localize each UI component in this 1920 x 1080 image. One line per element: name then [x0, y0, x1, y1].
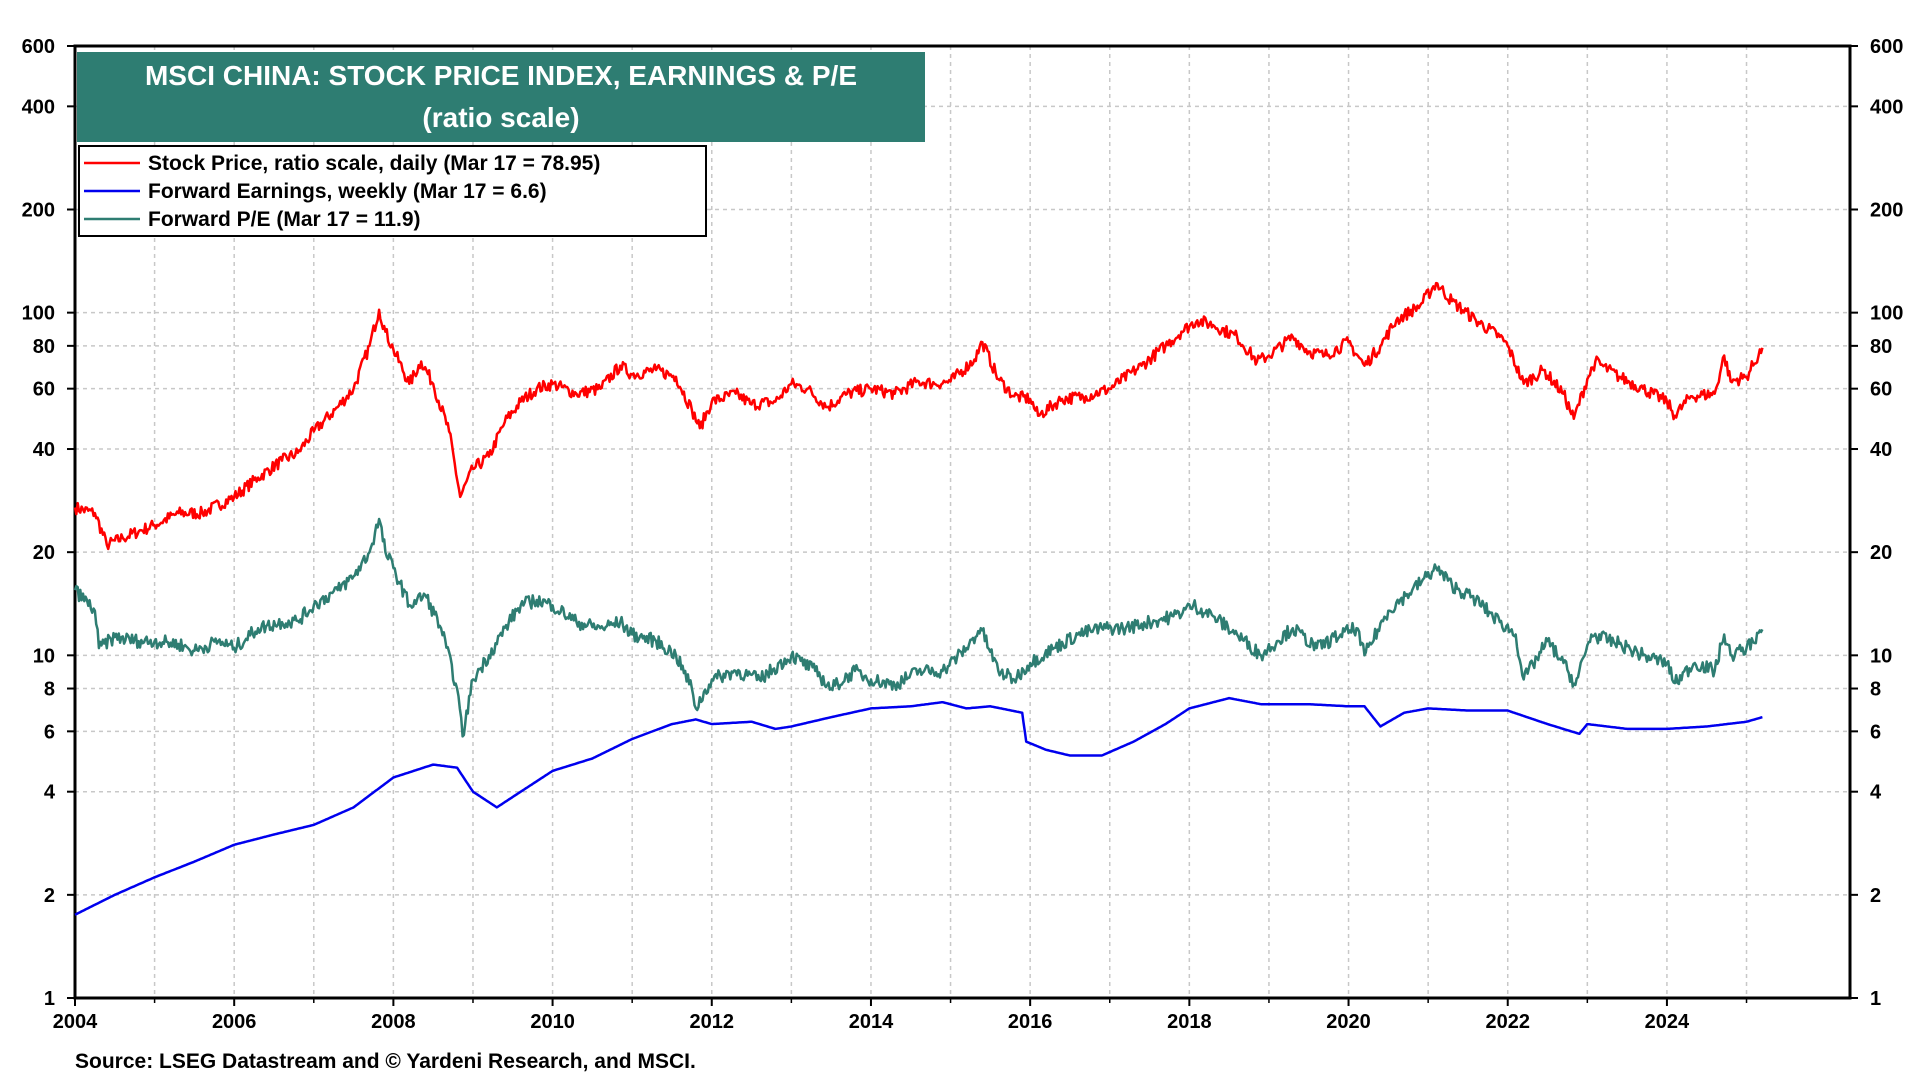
y-tick-label-right: 80	[1870, 336, 1892, 358]
y-tick-label-right: 8	[1870, 679, 1881, 701]
y-tick-label-right: 600	[1870, 36, 1903, 58]
legend-label-stock-price: Stock Price, ratio scale, daily (Mar 17 …	[148, 152, 600, 175]
y-tick-label-left: 4	[44, 782, 56, 804]
x-tick-label: 2010	[530, 1011, 575, 1033]
y-tick-label-right: 4	[1870, 782, 1882, 804]
series-line-forward-earnings	[74, 696, 1763, 916]
x-tick-label: 2020	[1326, 1011, 1371, 1033]
series-lines	[73, 281, 1764, 916]
plot-frame	[73, 44, 1852, 1000]
title-box: MSCI CHINA: STOCK PRICE INDEX, EARNINGS …	[77, 52, 925, 142]
y-tick-label-left: 60	[33, 379, 55, 401]
legend-box	[78, 145, 707, 237]
y-tick-label-right: 100	[1870, 303, 1903, 325]
y-tick-label-left: 100	[22, 303, 55, 325]
y-tick-label-right: 60	[1870, 379, 1892, 401]
y-tick-label-right: 1	[1870, 988, 1881, 1010]
y-tick-label-right: 20	[1870, 542, 1892, 564]
series-line-forward-pe	[73, 517, 1764, 738]
y-tick-label-left: 80	[33, 336, 55, 358]
title-line-2: (ratio scale)	[422, 102, 579, 133]
x-tick-label: 2006	[212, 1011, 257, 1033]
y-tick-label-right: 10	[1870, 645, 1892, 667]
series-line-stock-price	[73, 281, 1764, 551]
y-tick-label-right: 6	[1870, 721, 1881, 743]
y-tick-label-left: 10	[33, 645, 55, 667]
legend-label-forward-earnings: Forward Earnings, weekly (Mar 17 = 6.6)	[148, 180, 547, 203]
y-tick-label-left: 2	[44, 885, 55, 907]
axis-ticks: 2004 2006 2008 2010 2012 2014 2016 2018 2020 2022…	[22, 36, 1904, 1033]
grid	[75, 46, 1850, 998]
y-tick-label-right: 200	[1870, 199, 1903, 221]
y-tick-label-left: 6	[44, 721, 55, 743]
x-tick-label: 2018	[1167, 1011, 1212, 1033]
y-tick-label-left: 600	[22, 36, 55, 58]
x-tick-label: 2004	[53, 1011, 98, 1033]
source-note: Source: LSEG Datastream and © Yardeni Re…	[75, 1050, 696, 1073]
x-tick-label: 2022	[1485, 1011, 1530, 1033]
y-tick-label-left: 8	[44, 679, 55, 701]
y-tick-label-right: 400	[1870, 96, 1903, 118]
y-tick-label-left: 1	[44, 988, 55, 1010]
y-tick-label-left: 200	[22, 199, 55, 221]
y-tick-label-right: 2	[1870, 885, 1881, 907]
x-tick-label: 2014	[849, 1011, 894, 1033]
x-tick-label: 2024	[1645, 1011, 1690, 1033]
y-tick-label-left: 40	[33, 439, 55, 461]
legend: Stock Price, ratio scale, daily (Mar 17 …	[78, 145, 707, 237]
x-tick-label: 2012	[690, 1011, 735, 1033]
y-tick-label-left: 20	[33, 542, 55, 564]
title-background	[77, 52, 925, 142]
y-tick-label-left: 400	[22, 96, 55, 118]
x-tick-label: 2008	[371, 1011, 416, 1033]
title-line-1: MSCI CHINA: STOCK PRICE INDEX, EARNINGS …	[145, 60, 857, 91]
legend-label-forward-pe: Forward P/E (Mar 17 = 11.9)	[148, 208, 421, 231]
y-tick-label-right: 40	[1870, 439, 1892, 461]
x-tick-label: 2016	[1008, 1011, 1053, 1033]
